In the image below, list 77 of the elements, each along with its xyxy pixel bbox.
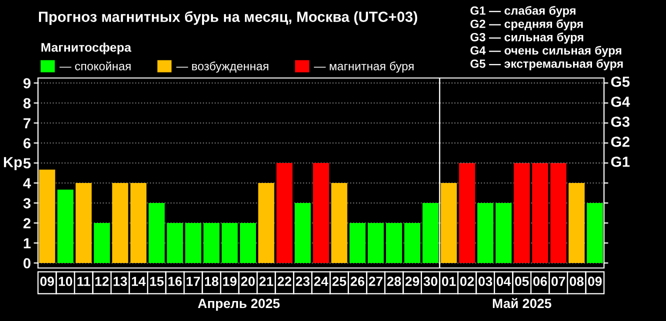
x-tick-label: 05 (515, 276, 529, 286)
y-tick-label: 8 (23, 98, 31, 108)
bar (349, 223, 366, 263)
x-tick-label: 02 (460, 276, 474, 286)
bar (240, 223, 256, 263)
bar (185, 223, 202, 263)
chart-title: Прогноз магнитных бурь на месяц, Москва (UTC+03) (38, 11, 418, 25)
x-tick-label: 29 (405, 276, 420, 286)
legend-label: — магнитная буря (314, 62, 414, 73)
bar (386, 223, 402, 263)
legend-label: — спокойная (60, 61, 131, 70)
x-tick-label: 16 (168, 276, 182, 286)
bar (258, 183, 274, 263)
x-tick-label: 26 (350, 276, 364, 286)
x-tick-label: 10 (58, 276, 72, 286)
y-tick-label: 4 (23, 178, 31, 188)
x-tick-label: 19 (223, 276, 237, 286)
y-tick-label: 9 (23, 78, 31, 88)
x-tick-label: 27 (368, 276, 383, 286)
ref-line-label: G1 (611, 156, 630, 167)
y-tick-label: 1 (24, 238, 31, 248)
x-tick-label: 28 (387, 276, 401, 286)
x-tick-label: 12 (95, 276, 109, 286)
ref-line-label: G2 (611, 136, 630, 147)
x-tick-label: 03 (478, 276, 492, 286)
text: Апрель 2025 (198, 298, 280, 311)
x-tick-label: 11 (78, 276, 90, 286)
y-tick-label: 7 (24, 118, 30, 128)
x-tick-label: 18 (204, 276, 218, 286)
text: Май 2025 (492, 298, 552, 308)
bar (94, 223, 110, 263)
x-tick-label: 04 (496, 276, 511, 286)
x-tick-label: 25 (332, 276, 346, 286)
x-tick-label: 21 (259, 276, 274, 286)
bar (312, 163, 330, 263)
bar (331, 183, 348, 263)
bar (39, 170, 56, 263)
y-tick-label: 2 (23, 218, 30, 228)
bar (76, 183, 92, 263)
text: G1 — слабая буря G2 — средняя буря G3 — сильная буря G4 — очень сильная буря G5 — экстремальная буря (470, 6, 623, 70)
y-tick-label: 5 (23, 158, 31, 168)
bar (422, 203, 439, 263)
bar (203, 223, 220, 263)
x-tick-label: 09 (588, 276, 602, 286)
x-tick-label: 14 (132, 276, 146, 286)
bar (166, 223, 183, 263)
y-tick-label: 0 (24, 258, 30, 268)
legend-label: — возбужденная (176, 62, 268, 73)
x-tick-label: 30 (424, 276, 438, 286)
bar (148, 203, 165, 263)
x-tick-label: 01 (442, 276, 456, 286)
x-tick-label: 13 (114, 276, 128, 286)
x-tick-label: 15 (150, 276, 164, 286)
bar (276, 163, 293, 263)
y-tick-label: 6 (23, 138, 31, 148)
x-tick-label: 06 (533, 276, 547, 286)
x-tick-label: 08 (570, 276, 584, 286)
ref-line-label: G3 (611, 116, 630, 127)
ref-line-label: G5 (611, 76, 630, 87)
x-tick-label: 24 (314, 276, 328, 286)
ref-line-label: G4 (611, 96, 630, 107)
bar (57, 190, 74, 263)
x-tick-label: 17 (186, 276, 200, 286)
x-tick-label: 22 (278, 276, 292, 286)
bar (294, 203, 311, 263)
x-tick-label: 20 (241, 276, 255, 286)
bar (130, 183, 146, 263)
bar (112, 183, 128, 263)
bar (404, 223, 420, 263)
x-tick-label: 07 (552, 276, 566, 286)
x-tick-label: 23 (296, 276, 310, 286)
x-tick-label: 09 (40, 276, 54, 286)
y-axis-title: Kp (4, 157, 22, 170)
bar (222, 223, 238, 263)
y-tick-label: 3 (23, 198, 31, 208)
legend-title: Магнитосфера (41, 42, 132, 54)
bar (368, 223, 384, 263)
